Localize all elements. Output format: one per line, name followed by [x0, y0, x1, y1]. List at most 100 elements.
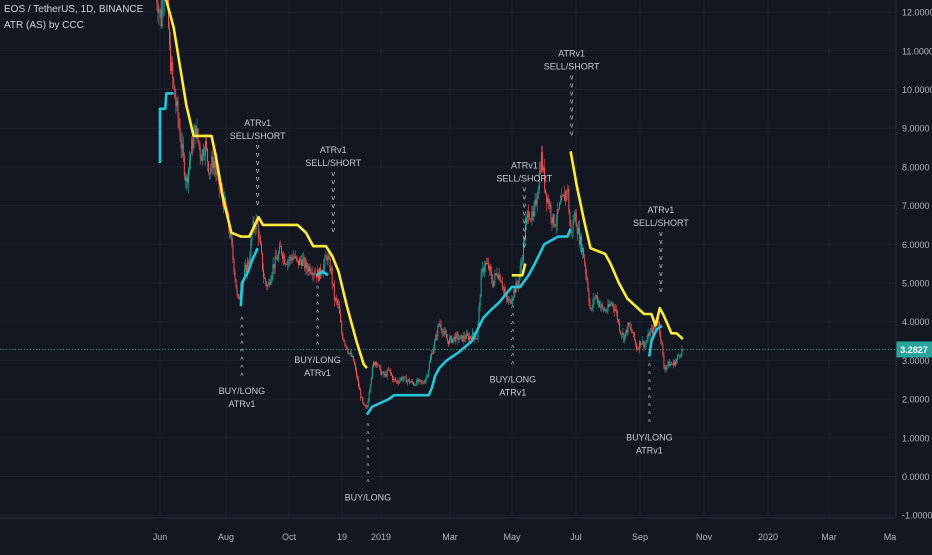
candle-body — [630, 327, 632, 331]
candle-body — [390, 372, 392, 376]
candle-body — [528, 211, 530, 218]
candle-body — [188, 168, 190, 183]
candle-body — [552, 214, 554, 224]
candle-body — [562, 195, 564, 197]
y-tick-label: 8.0000 — [902, 162, 930, 172]
signal-arrow: ^ — [511, 321, 515, 328]
candle-body — [495, 273, 497, 275]
candle-body — [641, 343, 643, 345]
candle-body — [530, 219, 532, 221]
candle-body — [213, 161, 215, 168]
signal-arrow: v — [570, 130, 574, 137]
signal-arrow: ^ — [240, 325, 244, 332]
signal-arrow: ^ — [366, 480, 370, 487]
candle-body — [563, 194, 565, 196]
candle-body — [620, 331, 622, 334]
candle-body — [459, 336, 461, 340]
candle-body — [323, 263, 325, 273]
candle-body — [305, 262, 307, 269]
y-tick-label: 0.0000 — [902, 472, 930, 482]
candle-body — [231, 234, 233, 245]
signal-label: ATRv1 — [499, 387, 526, 397]
candle-body — [551, 217, 553, 224]
candle-body — [423, 382, 425, 384]
candle-body — [568, 188, 570, 212]
candle-body — [527, 211, 529, 218]
candle-body — [407, 379, 409, 381]
signal-arrow: ^ — [316, 286, 320, 293]
candle-body — [192, 139, 194, 149]
signal-label: ATRv1 — [647, 205, 674, 215]
candle-body — [493, 280, 495, 287]
candle-body — [583, 247, 585, 258]
signal-arrow: v — [659, 247, 663, 254]
candle-body — [406, 380, 408, 383]
signal-arrow: ^ — [366, 440, 370, 447]
candle-body — [537, 189, 539, 199]
candle-body — [202, 149, 204, 156]
candle-body — [405, 376, 407, 383]
candle-body — [549, 204, 551, 207]
candle-body — [382, 371, 384, 373]
candle-body — [238, 296, 240, 300]
indicator-legend[interactable]: ATR (AS) by CCC — [4, 20, 84, 31]
candle-body — [172, 62, 174, 79]
candle-body — [622, 332, 624, 335]
candle-body — [529, 217, 531, 220]
signal-arrow: v — [256, 144, 260, 151]
candle-body — [161, 1, 163, 27]
candle-body — [666, 365, 668, 368]
candle-body — [179, 127, 181, 141]
candle-body — [327, 256, 329, 261]
signal-arrow: v — [659, 271, 663, 278]
candle-body — [638, 348, 640, 350]
candle-body — [230, 234, 232, 237]
candle-body — [598, 301, 600, 307]
signal-arrow: ^ — [366, 448, 370, 455]
candle-body — [608, 304, 610, 307]
candle-body — [368, 392, 370, 401]
candle-body — [371, 366, 373, 378]
candle-body — [639, 341, 641, 350]
signal-arrow: ^ — [366, 432, 370, 439]
signal-arrow: ^ — [316, 334, 320, 341]
candle-body — [660, 332, 662, 340]
candle-body — [471, 337, 473, 340]
candle-body — [544, 167, 546, 189]
candle-body — [484, 262, 486, 267]
candle-body — [160, 9, 162, 27]
candle-body — [266, 282, 268, 287]
candle-body — [246, 264, 248, 272]
candle-body — [357, 376, 359, 380]
candle-body — [320, 267, 322, 275]
signal-arrow: v — [659, 239, 663, 246]
candle-body — [360, 389, 362, 398]
candle-body — [420, 380, 422, 382]
candle-body — [596, 296, 598, 303]
candle-body — [560, 195, 562, 201]
candle-body — [290, 256, 292, 259]
candle-body — [461, 335, 463, 342]
signal-arrow: v — [256, 176, 260, 183]
candle-body — [661, 339, 663, 345]
candle-body — [664, 367, 666, 370]
signal-arrow: v — [659, 279, 663, 286]
candle-body — [277, 253, 279, 261]
y-tick-label: 7.0000 — [902, 201, 930, 211]
symbol-legend[interactable]: EOS / TetherUS, 1D, BINANCE — [4, 4, 144, 15]
candle-body — [297, 260, 299, 266]
x-tick-label: 2019 — [371, 532, 391, 542]
axes: 12.0000 11.0000 10.0000 9.0000 8.0000 7.0000 6… — [0, 0, 932, 542]
signal-arrow: v — [659, 263, 663, 270]
candle-body — [191, 139, 193, 154]
candle-body — [178, 117, 180, 128]
candle-body — [208, 161, 210, 174]
candle-body — [589, 301, 591, 309]
signal-arrow: ^ — [240, 357, 244, 364]
candle-body — [225, 197, 227, 206]
candle-body — [550, 204, 552, 218]
signal-arrow: v — [659, 287, 663, 294]
